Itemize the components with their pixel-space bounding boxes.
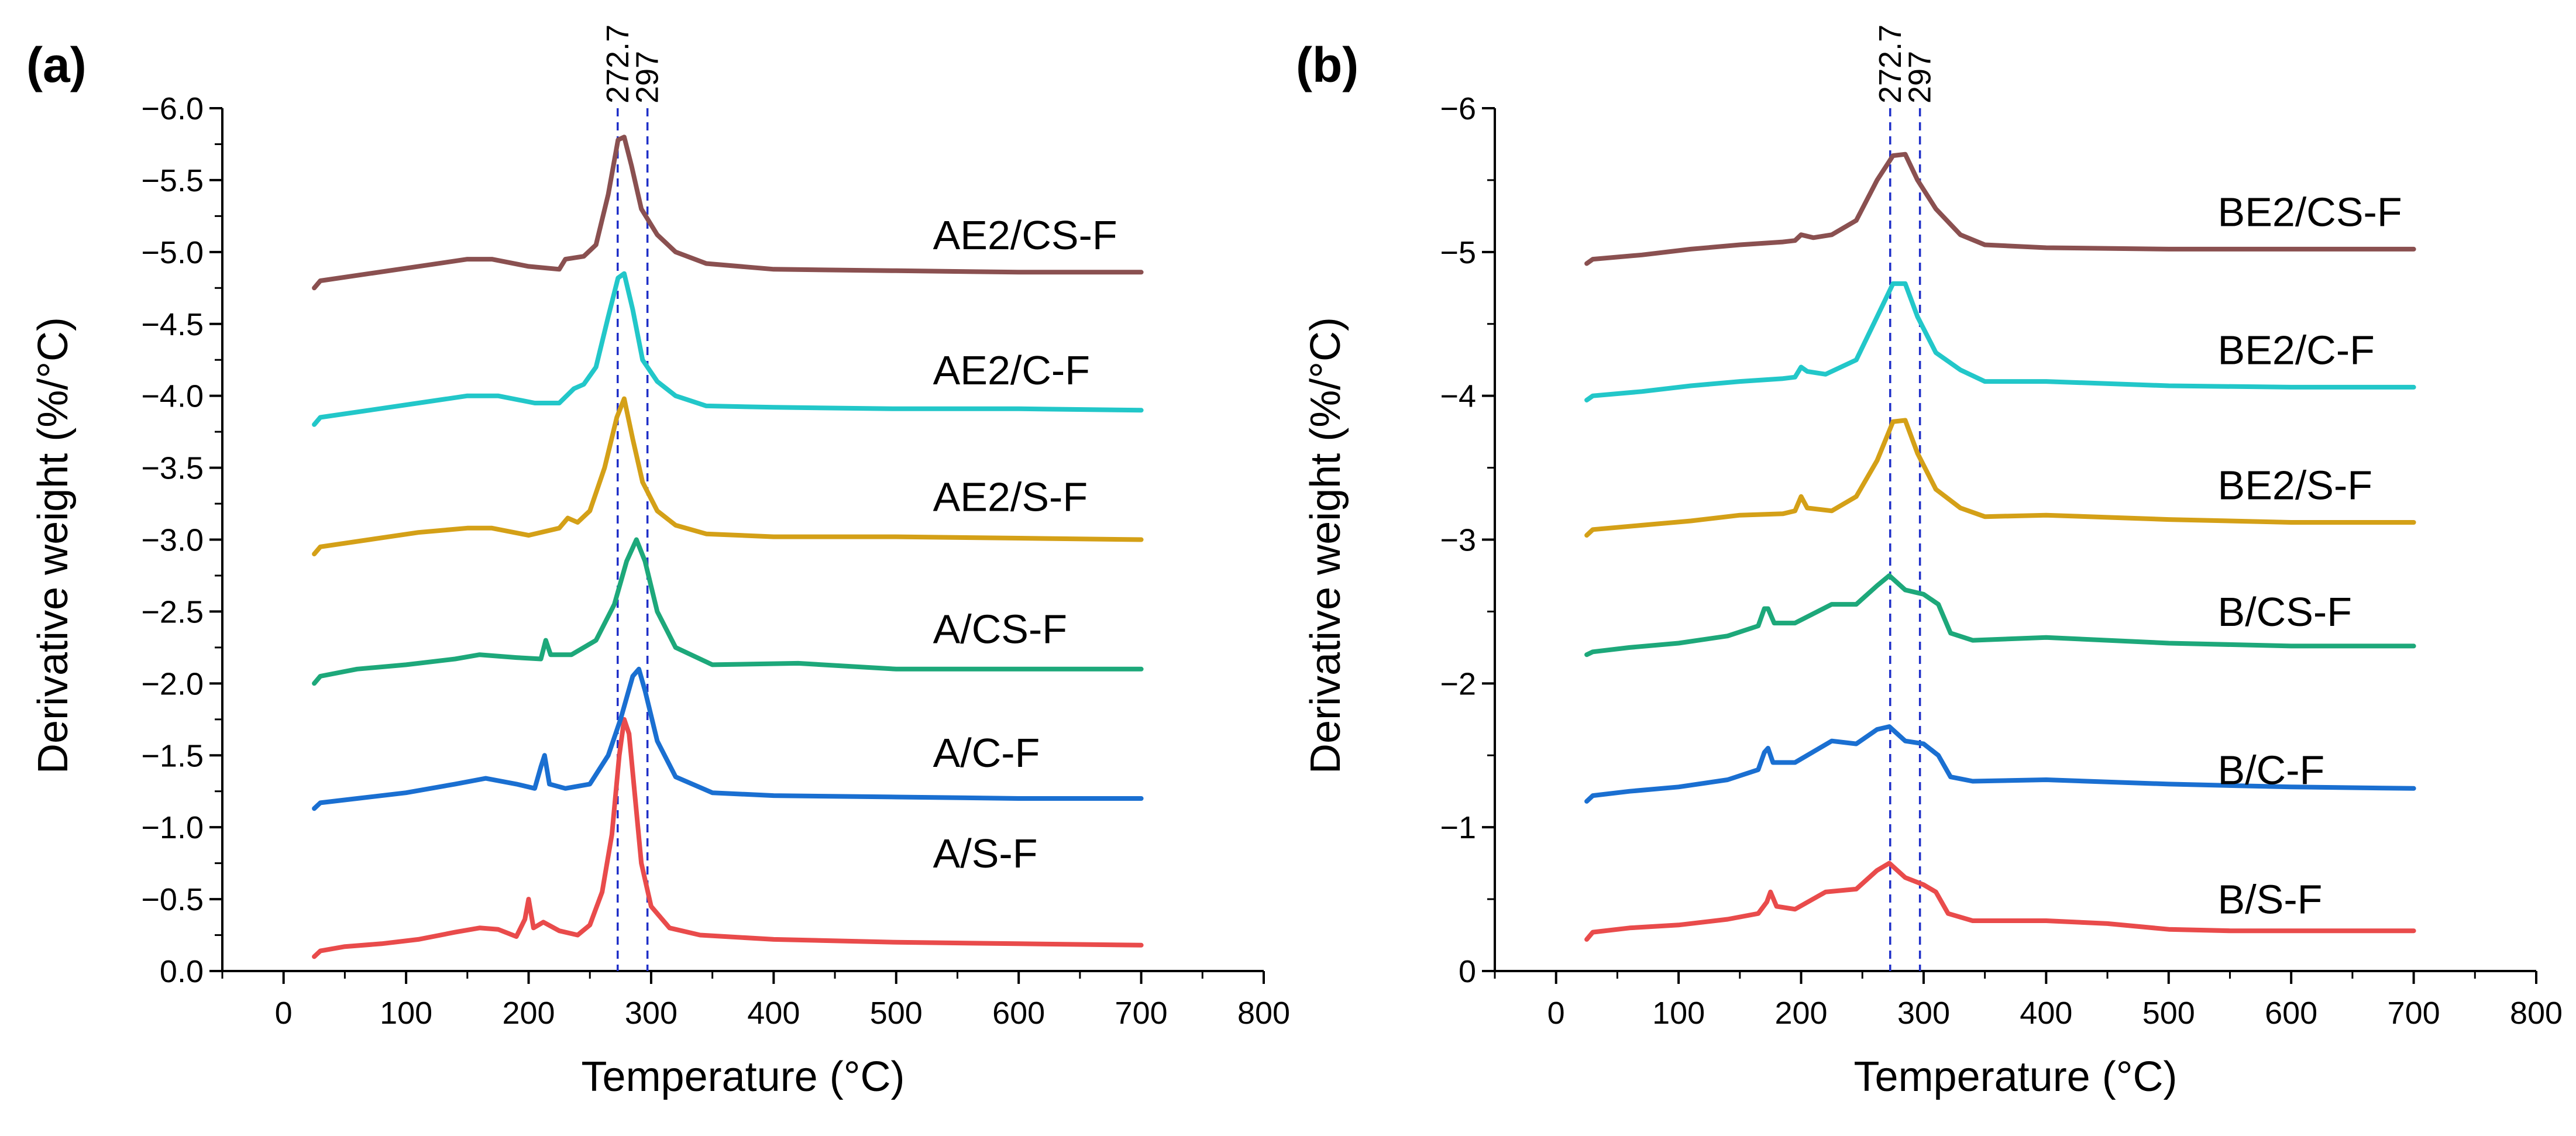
y-tick-label: 0	[1459, 954, 1476, 989]
x-tick-label: 700	[1115, 996, 1168, 1031]
series-label-be2-c-f: BE2/C-F	[2218, 328, 2375, 373]
y-tick-label: −0.5	[141, 882, 204, 917]
y-tick-label: −6	[1440, 91, 1476, 126]
x-tick-label: 600	[992, 996, 1045, 1031]
series-line-b-s-f	[1584, 860, 2416, 942]
series-line-a-c-f	[312, 666, 1144, 811]
y-tick-label: −3	[1440, 523, 1476, 558]
chart-panel-b: (b) 0 100 200 300 400 500 600 700 800 0 −1 −2 −3 −4 −5 −…	[1296, 25, 2563, 1100]
y-tick-label: −4.0	[141, 379, 204, 414]
y-tick-label: −3.0	[141, 523, 204, 558]
x-tick-label: 500	[870, 996, 923, 1031]
series-label-ae2-cs-f: AE2/CS-F	[933, 212, 1117, 258]
reference-line-label: 297	[630, 51, 665, 104]
y-tick-label: −5.5	[141, 163, 204, 198]
x-tick-label: 0	[1547, 996, 1565, 1031]
x-tick-label: 800	[2510, 996, 2563, 1031]
x-tick-label: 800	[1237, 996, 1290, 1031]
series-line-b-cs-f	[1584, 573, 2416, 657]
series-label-a-c-f: A/C-F	[933, 730, 1040, 776]
series-line-be2-cs-f	[1584, 152, 2416, 266]
y-tick-label: −2.5	[141, 594, 204, 629]
y-tick-label: −1.5	[141, 738, 204, 773]
x-tick-label: 700	[2388, 996, 2440, 1031]
x-tick-label: 100	[380, 996, 432, 1031]
series-label-b-s-f: B/S-F	[2218, 877, 2323, 922]
x-tick-label: 0	[275, 996, 293, 1031]
series-line-ae2-c-f	[312, 271, 1144, 427]
series-label-ae2-s-f: AE2/S-F	[933, 474, 1088, 519]
series-label-ae2-c-f: AE2/C-F	[933, 347, 1090, 393]
x-tick-label: 400	[2020, 996, 2072, 1031]
y-tick-label: −3.5	[141, 451, 204, 486]
y-tick-label: −2	[1440, 666, 1476, 701]
series-line-ae2-s-f	[312, 396, 1144, 557]
reference-line-label: 272.7	[600, 25, 635, 104]
series-label-a-s-f: A/S-F	[933, 831, 1038, 876]
chart-panel-a: (a) 0 100 200 300 400 500 600 700 800 0.0 −0.5 −1.0 −…	[26, 25, 1290, 1100]
y-tick-label: −4	[1440, 379, 1476, 414]
series-line-be2-s-f	[1584, 418, 2416, 538]
y-axis-title: Derivative weight (%/°C)	[1302, 317, 1349, 774]
y-tick-label: −2.0	[141, 666, 204, 701]
reference-line-label: 297	[1903, 51, 1938, 104]
y-tick-label: −4.5	[141, 307, 204, 342]
panel-label: (a)	[26, 37, 87, 92]
x-tick-label: 400	[747, 996, 800, 1031]
y-tick-label: −5	[1440, 235, 1476, 270]
series-label-be2-s-f: BE2/S-F	[2218, 463, 2373, 508]
series-label-b-c-f: B/C-F	[2218, 747, 2325, 793]
x-tick-label: 200	[1774, 996, 1827, 1031]
series-line-ae2-cs-f	[312, 135, 1144, 291]
y-tick-label: −6.0	[141, 91, 204, 126]
series-line-be2-c-f	[1584, 281, 2416, 402]
x-tick-label: 300	[1897, 996, 1950, 1031]
x-tick-label: 600	[2265, 996, 2317, 1031]
series-label-a-cs-f: A/CS-F	[933, 607, 1067, 652]
y-axis-title: Derivative weight (%/°C)	[30, 317, 77, 774]
x-axis-title: Temperature (°C)	[582, 1054, 905, 1100]
series-label-be2-cs-f: BE2/CS-F	[2218, 190, 2402, 235]
x-tick-label: 300	[625, 996, 677, 1031]
series-label-b-cs-f: B/CS-F	[2218, 589, 2352, 635]
reference-line-label: 272.7	[1873, 25, 1908, 104]
x-tick-label: 200	[502, 996, 555, 1031]
series-line-a-s-f	[312, 717, 1144, 959]
y-tick-label: −5.0	[141, 235, 204, 270]
series-line-b-c-f	[1584, 724, 2416, 804]
y-tick-label: 0.0	[160, 954, 204, 989]
x-tick-label: 500	[2142, 996, 2195, 1031]
x-tick-label: 100	[1652, 996, 1705, 1031]
panel-label: (b)	[1296, 37, 1358, 92]
y-tick-label: −1.0	[141, 810, 204, 845]
series-line-a-cs-f	[312, 537, 1144, 686]
x-axis-title: Temperature (°C)	[1854, 1054, 2178, 1100]
y-tick-label: −1	[1440, 810, 1476, 845]
